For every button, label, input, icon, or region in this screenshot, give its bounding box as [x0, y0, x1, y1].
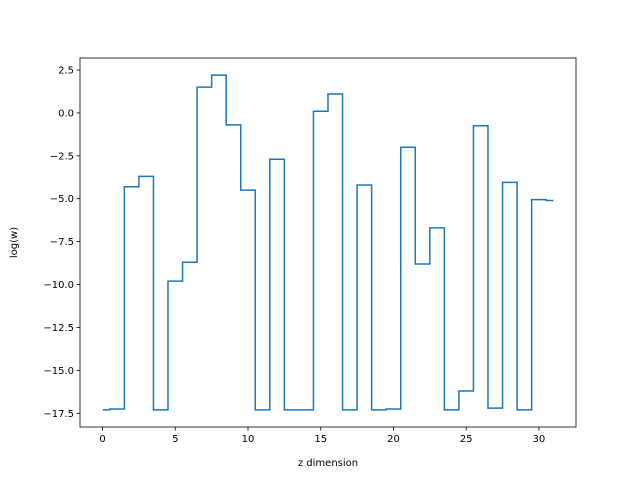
x-tick-label-1: 5 [172, 434, 178, 445]
x-axis-label: z dimension [298, 458, 358, 469]
series-line-0 [102, 74, 554, 411]
x-tick-label-4: 20 [387, 434, 400, 445]
axes-frame [79, 57, 577, 428]
y-tick-label-7: −15.0 [43, 366, 74, 377]
y-tick-label-4: −7.5 [50, 237, 74, 248]
x-tick-label-5: 25 [460, 434, 473, 445]
x-tick-label-0: 0 [99, 434, 105, 445]
y-tick-label-6: −12.5 [43, 323, 74, 334]
plot-area: 0 5 10 15 20 25 30 2.5 0.0 −2.5 −5.0 −7.5 −10.0 −12.5… [43, 57, 577, 445]
x-tick-label-3: 15 [314, 434, 327, 445]
y-tick-label-3: −5.0 [50, 194, 74, 205]
x-tick-label-2: 10 [242, 434, 255, 445]
y-tick-label-1: 0.0 [58, 108, 74, 119]
y-tick-label-5: −10.0 [43, 280, 74, 291]
y-axis-label: log(w) [9, 227, 20, 258]
x-tick-label-6: 30 [533, 434, 546, 445]
y-tick-label-8: −17.5 [43, 409, 74, 420]
y-tick-label-0: 2.5 [58, 66, 74, 77]
y-tick-label-2: −2.5 [50, 151, 74, 162]
